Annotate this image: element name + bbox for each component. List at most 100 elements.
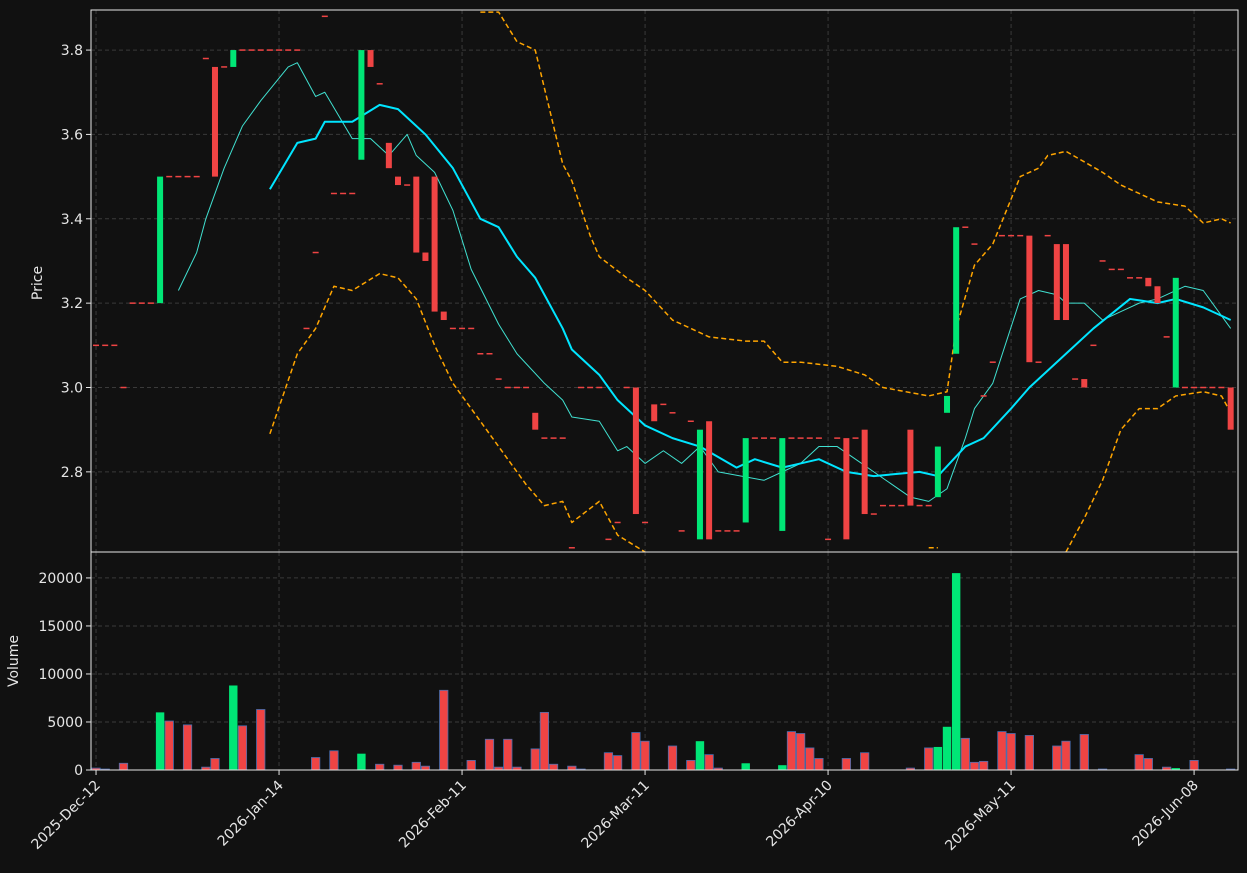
- volume-bar: [969, 761, 980, 770]
- candle-body: [1218, 386, 1225, 389]
- volume-bar: [960, 737, 970, 770]
- candle-body: [459, 327, 466, 330]
- volume-bar: [567, 765, 577, 770]
- volume-bar: [686, 759, 696, 770]
- candle-body: [358, 50, 365, 160]
- candle-body: [724, 530, 731, 532]
- candle-body: [834, 437, 841, 439]
- candle-body: [806, 437, 813, 439]
- band-line: [480, 11, 1231, 397]
- candle-body: [513, 386, 520, 389]
- y-tick-label: 20000: [38, 571, 83, 587]
- candle-body: [239, 49, 246, 51]
- volume-bar: [997, 731, 1007, 770]
- candle-body: [1053, 244, 1060, 321]
- candle-body: [1145, 277, 1152, 287]
- volume-bar: [311, 757, 321, 770]
- volume-bar: [484, 738, 495, 770]
- volume-bar: [237, 725, 248, 770]
- candle-body: [1227, 387, 1234, 430]
- candle-body: [1127, 277, 1134, 279]
- volume-bar: [860, 752, 870, 770]
- candle-body: [1200, 386, 1207, 389]
- candle-body: [788, 437, 795, 439]
- y-tick-label: 15000: [38, 619, 83, 635]
- candle-body: [385, 142, 392, 169]
- candle-body: [1099, 260, 1106, 262]
- volume-bar: [741, 763, 750, 770]
- candle-body: [779, 438, 786, 531]
- candle-body: [843, 438, 850, 540]
- volume-bar: [118, 762, 129, 770]
- candle-body: [285, 49, 292, 51]
- volume-panel: [91, 573, 1236, 770]
- candle-body: [568, 547, 575, 549]
- candle-body: [733, 530, 740, 532]
- candle-body: [1191, 386, 1198, 389]
- candle-body: [971, 243, 978, 245]
- volume-bar: [695, 741, 705, 770]
- candle-body: [404, 184, 411, 186]
- price-axis-label: Price: [30, 266, 46, 300]
- candle-body: [944, 395, 951, 413]
- candle-body: [962, 226, 969, 228]
- candle-body: [248, 49, 255, 51]
- candle-body: [230, 50, 237, 67]
- candle-body: [825, 538, 832, 541]
- volume-bar: [164, 720, 174, 770]
- axis-layer: 2.8 3.0 3.2 3.4 3.6 3.8 0 5000 10000 15000 20000 20…: [28, 43, 1201, 854]
- candle-body: [166, 175, 173, 178]
- candle-body: [1108, 268, 1115, 271]
- volume-bar: [814, 758, 824, 770]
- candle-body: [376, 83, 383, 85]
- volume-bar: [503, 738, 513, 770]
- candle-body: [632, 387, 639, 515]
- candle-body: [1209, 386, 1216, 389]
- moving-average: [177, 62, 1232, 502]
- volume-bar: [805, 747, 815, 770]
- candle-body: [934, 446, 941, 498]
- candle-body: [907, 429, 914, 506]
- candle-body: [715, 530, 722, 532]
- candle-body: [349, 192, 356, 195]
- candle-body: [1154, 286, 1161, 304]
- candle-body: [742, 438, 749, 523]
- candle-body: [468, 327, 475, 330]
- volume-bar: [1024, 735, 1034, 770]
- candle-body: [815, 437, 822, 439]
- candle-body: [953, 227, 960, 354]
- candle-body: [797, 437, 804, 439]
- candle-body: [642, 521, 649, 524]
- volume-bar: [942, 726, 952, 770]
- volume-bar: [613, 755, 623, 770]
- candle-body: [138, 302, 145, 304]
- volume-bar: [1143, 758, 1153, 770]
- volume-bar: [182, 724, 193, 770]
- candle-body: [870, 513, 877, 515]
- candle-body: [761, 437, 768, 439]
- candle-body: [605, 538, 612, 541]
- volume-bar: [210, 758, 220, 770]
- volume-bar: [329, 750, 339, 770]
- candle-body: [504, 386, 511, 389]
- candle-body: [129, 302, 136, 304]
- candle-body: [1008, 234, 1015, 237]
- candle-body: [413, 176, 420, 253]
- candle-body: [175, 175, 182, 178]
- candle-body: [1017, 234, 1024, 237]
- volume-bar: [603, 752, 614, 770]
- volume-bar: [1171, 768, 1180, 770]
- candle-body: [211, 66, 218, 177]
- candle-body: [1044, 234, 1051, 237]
- candle-body: [266, 49, 273, 51]
- candle-body: [477, 353, 484, 355]
- y-tick-label: 3.0: [61, 381, 83, 397]
- x-tick-label: 2026-Mar-11: [579, 778, 653, 852]
- candle-body: [1181, 386, 1188, 389]
- volume-bar: [841, 758, 851, 770]
- candle-body: [770, 437, 777, 439]
- volume-bar: [393, 764, 403, 770]
- candle-body: [696, 429, 703, 540]
- candle-body: [1081, 379, 1088, 388]
